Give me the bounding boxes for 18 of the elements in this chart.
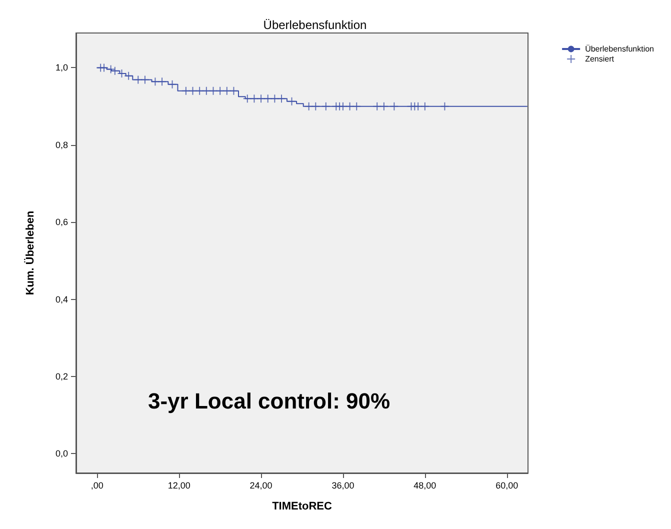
x-tick-label: 12,00 [168, 480, 190, 490]
y-tick-label: 0,8 [55, 140, 68, 150]
x-tick-label: 60,00 [496, 480, 518, 490]
x-tick-label: 24,00 [250, 480, 272, 490]
x-tick-label: 48,00 [414, 480, 436, 490]
x-axis-title: TIMEtoREC [272, 500, 332, 512]
y-tick-label: 0,4 [55, 294, 68, 304]
y-tick-label: 0,2 [55, 372, 68, 382]
y-tick-label: 0,0 [55, 448, 68, 459]
y-tick-label: 1,0 [55, 62, 68, 73]
legend-label: Überlebensfunktion [585, 44, 654, 54]
legend-label: Zensiert [585, 54, 615, 64]
chart-title: Überlebensfunktion [263, 18, 367, 32]
y-axis-title: Kum. Überleben [24, 210, 36, 296]
y-tick-label: 0,6 [55, 217, 68, 228]
x-tick-label: 36,00 [332, 480, 354, 490]
annotation: 3-yr Local control: 90% [148, 388, 390, 414]
x-tick-label: ,00 [90, 480, 104, 490]
